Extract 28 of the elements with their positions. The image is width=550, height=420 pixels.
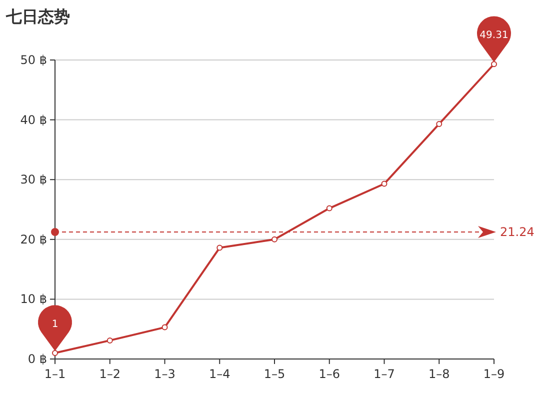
point (491, 61, 497, 68)
x-tick-label: 1–6 (318, 367, 340, 381)
y-tick-label: 50 ฿ (20, 53, 47, 67)
x-tick-label: 1–8 (428, 367, 450, 381)
chart-title: 七日态势 (5, 7, 70, 26)
point (381, 180, 388, 187)
point (216, 244, 223, 251)
annotation: 1 (52, 319, 58, 330)
point (52, 350, 58, 356)
x-tick-label: 1–4 (208, 367, 230, 381)
x-tick-label: 1–3 (154, 367, 176, 381)
y-tick-label: 20 ฿ (20, 232, 47, 246)
x-tick-label: 1–5 (264, 367, 286, 381)
x-tick-label: 1–2 (99, 367, 121, 381)
y-tick-label: 10 ฿ (20, 292, 47, 306)
point (326, 205, 332, 212)
x-tick-label: 1–1 (44, 367, 66, 381)
point (436, 120, 442, 127)
point (162, 324, 168, 330)
point (272, 236, 278, 242)
y-tick-label: 30 ฿ (20, 172, 47, 187)
annotation: 49.31 (480, 30, 508, 42)
x-tick-label: 1–9 (483, 367, 505, 381)
ref-line-label: 21.24 (500, 224, 534, 239)
x-tick-label: 1–7 (374, 367, 395, 381)
y-tick-label: 0 ฿ (28, 352, 47, 366)
point (106, 337, 113, 344)
y-tick-label: 40 ฿ (20, 112, 47, 127)
